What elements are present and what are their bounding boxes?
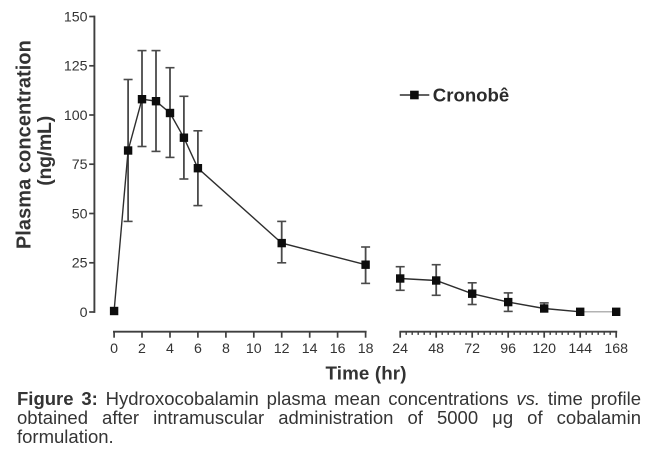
- svg-text:Time (hr): Time (hr): [326, 362, 407, 383]
- svg-text:144: 144: [568, 341, 592, 357]
- svg-text:96: 96: [500, 341, 516, 357]
- svg-text:8: 8: [222, 341, 230, 357]
- svg-text:4: 4: [166, 341, 174, 357]
- svg-text:100: 100: [64, 108, 88, 124]
- svg-text:10: 10: [246, 341, 262, 357]
- svg-text:16: 16: [330, 341, 346, 357]
- svg-text:14: 14: [302, 341, 318, 357]
- svg-text:50: 50: [72, 206, 88, 222]
- svg-text:18: 18: [358, 341, 374, 357]
- svg-text:Plasma concentration: Plasma concentration: [14, 40, 36, 249]
- svg-text:6: 6: [194, 341, 202, 357]
- svg-text:75: 75: [72, 157, 88, 173]
- svg-text:125: 125: [64, 59, 88, 75]
- svg-text:Cronobê: Cronobê: [433, 84, 509, 105]
- svg-text:48: 48: [428, 341, 444, 357]
- svg-text:120: 120: [532, 341, 556, 357]
- svg-text:0: 0: [110, 341, 118, 357]
- svg-text:72: 72: [464, 341, 480, 357]
- svg-text:150: 150: [64, 9, 88, 25]
- svg-text:(ng/mL): (ng/mL): [34, 116, 56, 186]
- svg-text:25: 25: [72, 256, 88, 272]
- svg-text:12: 12: [274, 341, 290, 357]
- svg-text:24: 24: [392, 341, 408, 357]
- svg-text:2: 2: [138, 341, 146, 357]
- svg-text:168: 168: [604, 341, 628, 357]
- svg-text:0: 0: [80, 305, 88, 321]
